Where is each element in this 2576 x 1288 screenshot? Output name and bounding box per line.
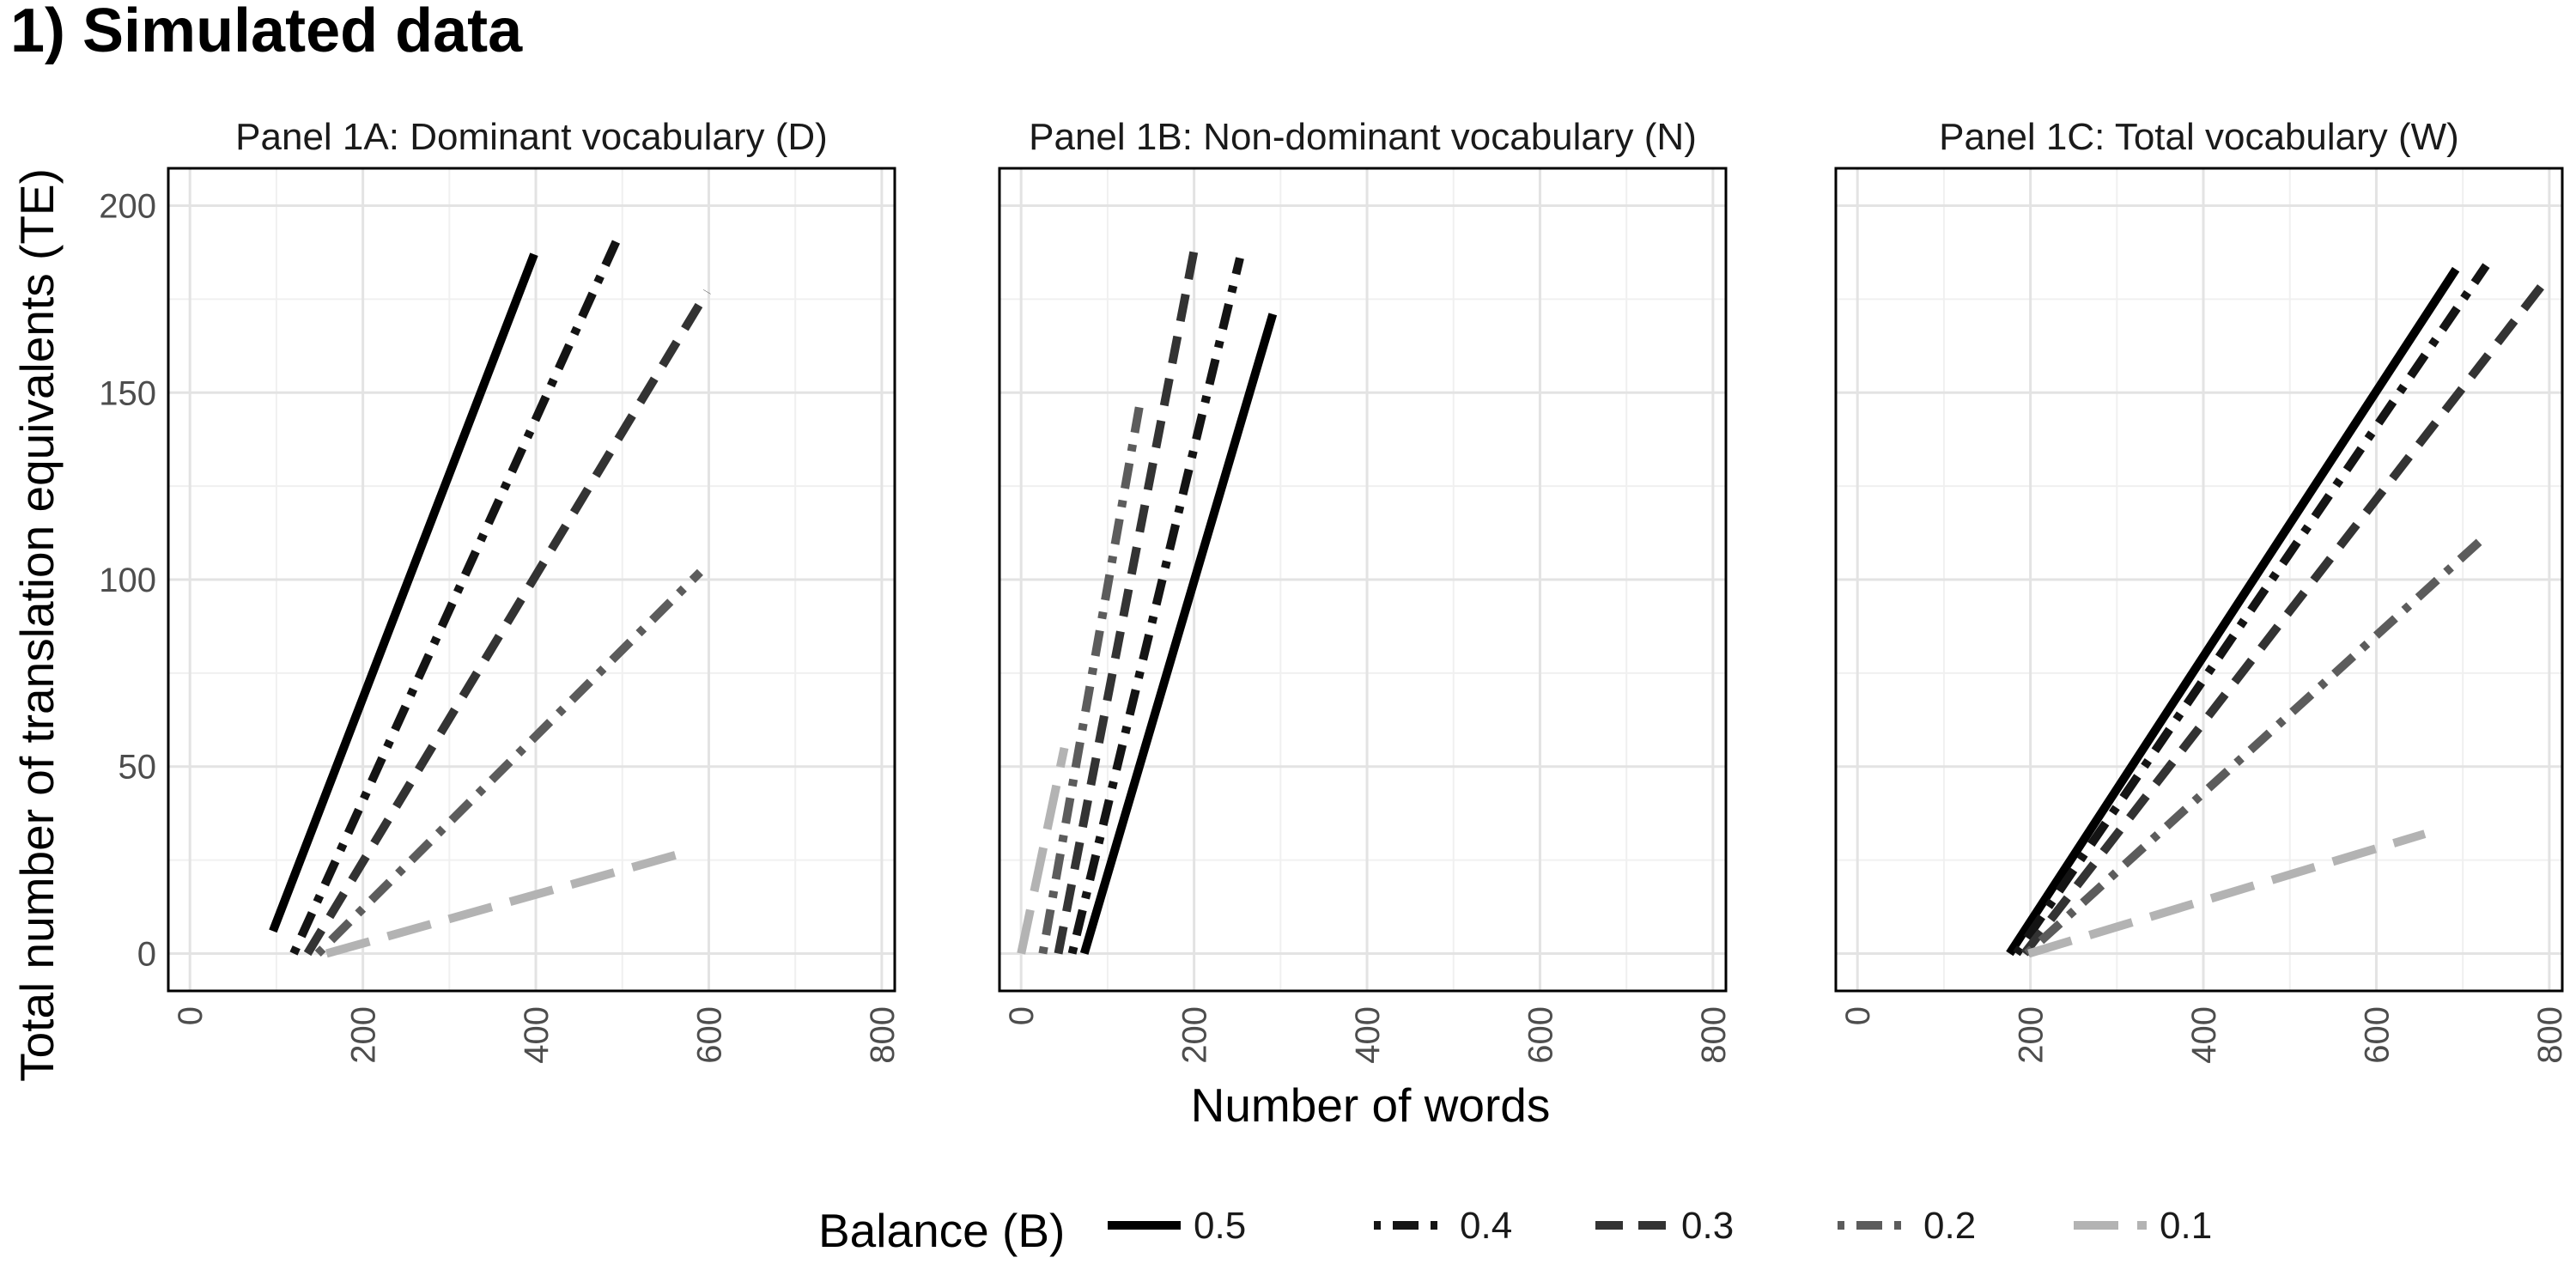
- x-tick-label: 0: [1003, 1006, 1041, 1025]
- y-tick-label: 200: [99, 188, 156, 226]
- series-line-b0-4: [1067, 257, 1244, 955]
- x-tick-label: 400: [1349, 1006, 1387, 1064]
- panel-1: Panel 1A: Dominant vocabulary (D) 0 200 400…: [99, 116, 902, 1064]
- legend-label-b0-4: 0.4: [1460, 1205, 1512, 1247]
- y-tick-label: 100: [99, 562, 156, 599]
- series-line-b0-3: [1054, 249, 1199, 955]
- panel-border: [998, 167, 1728, 993]
- x-tick-label: 800: [2531, 1006, 2569, 1064]
- series-line-b0-3: [2020, 277, 2549, 957]
- legend-label-b0-3: 0.3: [1681, 1205, 1734, 1247]
- series-line-b0-3: [303, 289, 711, 957]
- x-tick-label: 600: [1522, 1006, 1559, 1064]
- y-tick-label: 0: [137, 935, 156, 973]
- series-line-b0-1: [2027, 829, 2427, 958]
- series-line-b0-2: [1038, 399, 1145, 955]
- x-tick-label: 0: [1839, 1006, 1877, 1025]
- panel-2: Panel 1B: Non-dominant vocabulary (N) 0 20…: [998, 116, 1733, 1064]
- series-line-b0-2: [314, 568, 703, 957]
- y-axis-title: Total number of translation equivalents …: [10, 168, 64, 1082]
- y-tick-label: 50: [118, 749, 157, 787]
- x-tick-label: 200: [2013, 1006, 2050, 1064]
- panel-strip-label: Panel 1A: Dominant vocabulary (D): [235, 116, 828, 158]
- panel-border: [1834, 167, 2564, 993]
- x-tick-label: 800: [1695, 1006, 1733, 1064]
- series-line-b0-1: [1017, 746, 1069, 955]
- legend-label-b0-5: 0.5: [1194, 1205, 1246, 1247]
- panel-grid: Panel 1A: Dominant vocabulary (D) 0 200 400…: [99, 116, 2569, 1064]
- series-line-b0-4: [2013, 263, 2490, 957]
- legend-label-b0-1: 0.1: [2160, 1205, 2212, 1247]
- series-line-b0-4: [289, 234, 623, 956]
- legend: Balance (B) 0.5 0.4 0.3 0.2 0.1: [818, 1204, 2212, 1257]
- x-tick-label: 400: [518, 1006, 556, 1064]
- x-tick-label: 600: [690, 1006, 728, 1064]
- figure-title: 1) Simulated data: [10, 0, 523, 65]
- series-line-b0-5: [269, 252, 538, 933]
- x-axis-title: Number of words: [1191, 1078, 1551, 1132]
- series-line-b0-5: [2006, 266, 2460, 957]
- panel-strip-label: Panel 1B: Non-dominant vocabulary (N): [1029, 116, 1697, 158]
- x-tick-label: 800: [864, 1006, 902, 1064]
- panel-3: Panel 1C: Total vocabulary (W) 0 200 400 600…: [1834, 116, 2569, 1064]
- panel-border: [167, 167, 896, 993]
- x-tick-label: 0: [172, 1006, 210, 1025]
- series-line-b0-2: [2024, 532, 2490, 957]
- y-tick-label: 150: [99, 374, 156, 412]
- panel-strip-label: Panel 1C: Total vocabulary (W): [1939, 116, 2459, 158]
- legend-title: Balance (B): [818, 1204, 1065, 1257]
- x-tick-label: 200: [1176, 1006, 1214, 1064]
- x-tick-label: 200: [345, 1006, 383, 1064]
- x-tick-label: 600: [2358, 1006, 2396, 1064]
- series-line-b0-5: [1079, 313, 1278, 955]
- x-tick-label: 400: [2185, 1006, 2223, 1064]
- legend-label-b0-2: 0.2: [1923, 1205, 1976, 1247]
